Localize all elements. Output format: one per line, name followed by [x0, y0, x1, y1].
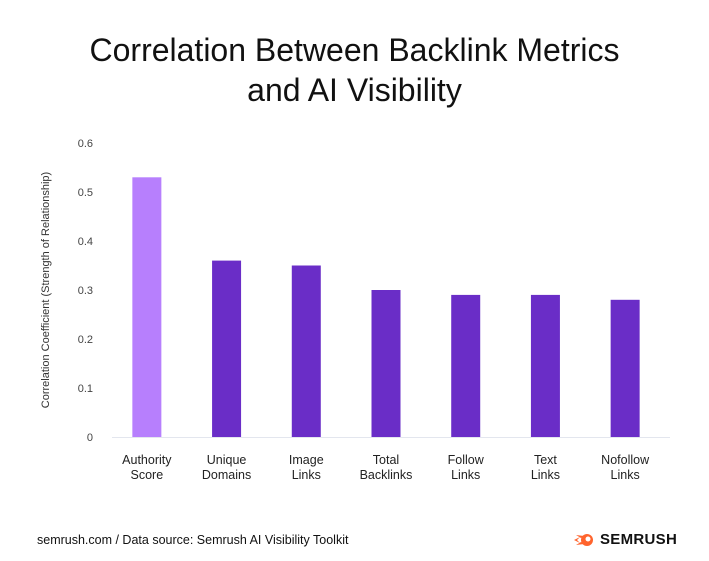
x-tick-label: Follow — [448, 453, 485, 467]
x-tick-label: Total — [373, 453, 399, 467]
y-tick-label: 0.6 — [78, 138, 93, 150]
y-tick-label: 0.5 — [78, 187, 93, 199]
x-tick-label: Score — [131, 468, 164, 482]
x-tick-label: Backlinks — [360, 468, 413, 482]
source-note: semrush.com / Data source: Semrush AI Vi… — [37, 533, 349, 547]
bar — [530, 294, 560, 437]
y-tick-label: 0.1 — [78, 383, 93, 395]
x-tick-label: Links — [292, 468, 321, 482]
x-tick-label: Links — [611, 468, 640, 482]
x-tick-label: Unique — [207, 453, 247, 467]
x-tick-label: Image — [289, 453, 324, 467]
y-axis-label: Correlation Coefficient (Strength of Rel… — [40, 172, 52, 408]
bar — [610, 299, 640, 437]
bar — [291, 265, 321, 437]
x-tick-label: Text — [534, 453, 557, 467]
x-tick-label: Domains — [202, 468, 251, 482]
y-tick-label: 0.2 — [78, 334, 93, 346]
y-tick-label: 0 — [87, 432, 93, 444]
bar — [371, 290, 401, 437]
bar — [132, 177, 162, 438]
chart-title: Correlation Between Backlink Metrics and… — [0, 30, 709, 110]
title-line-1: Correlation Between Backlink Metrics — [89, 32, 620, 68]
x-tick-label: Links — [451, 468, 480, 482]
x-tick-label: Links — [531, 468, 560, 482]
semrush-logo: SEMRUSH — [572, 531, 677, 548]
bar — [212, 260, 242, 437]
logo-text: SEMRUSH — [600, 531, 678, 548]
x-tick-label: Authority — [122, 453, 172, 467]
y-tick-label: 0.3 — [78, 285, 93, 297]
x-tick-label: Nofollow — [601, 453, 650, 467]
y-tick-label: 0.4 — [78, 236, 93, 248]
title-line-2: and AI Visibility — [247, 72, 462, 108]
semrush-flame-icon — [574, 533, 593, 546]
bar — [451, 294, 481, 437]
